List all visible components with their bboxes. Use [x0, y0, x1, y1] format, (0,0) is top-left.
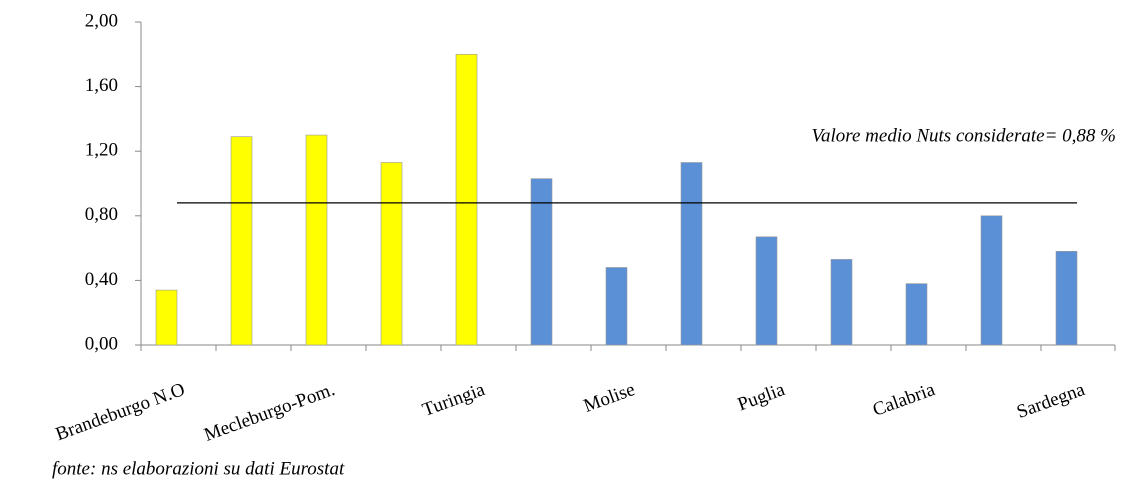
x-tick-label: Brandeburgo N.O — [53, 379, 188, 445]
bar — [455, 53, 478, 346]
x-tick-label: Puglia — [735, 379, 788, 416]
x-tick-label: Molise — [581, 379, 638, 417]
bar — [305, 134, 328, 346]
bar — [530, 178, 553, 346]
x-tick-label: Mecleburgo-Pom. — [201, 379, 337, 446]
y-tick-label: 1,60 — [85, 75, 118, 96]
bar — [605, 267, 628, 346]
x-tick-label: Sardegna — [1014, 379, 1088, 423]
bar — [905, 283, 928, 346]
y-tick-label: 2,00 — [85, 10, 118, 31]
y-tick-label: 1,20 — [85, 140, 118, 161]
reference-label: Valore medio Nuts considerate= 0,88 % — [812, 125, 1116, 146]
x-tick-label: Calabria — [870, 379, 938, 421]
bar — [680, 162, 703, 346]
bar — [980, 215, 1003, 346]
bar — [230, 136, 253, 346]
bar — [380, 162, 403, 346]
bar — [1055, 251, 1078, 346]
bar — [755, 236, 778, 346]
source-note: fonte: ns elaborazioni su dati Eurostat — [52, 458, 345, 479]
y-tick-label: 0,40 — [85, 269, 118, 290]
x-tick-label: Turingia — [420, 379, 489, 421]
y-tick-label: 0,00 — [85, 333, 118, 354]
bar — [155, 289, 178, 346]
bar — [830, 259, 853, 346]
y-tick-label: 0,80 — [85, 204, 118, 225]
